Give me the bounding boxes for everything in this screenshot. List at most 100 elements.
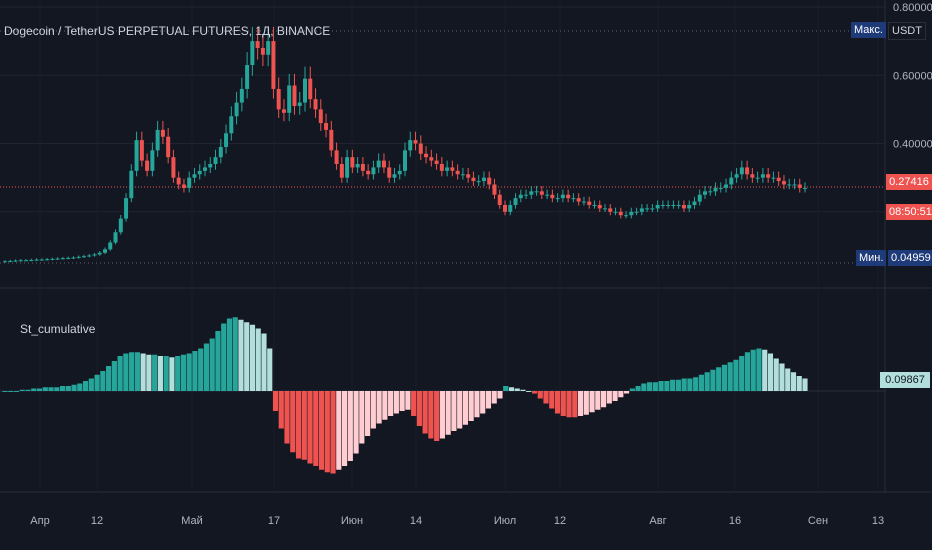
- histogram-bar: [491, 391, 497, 404]
- histogram-bar: [307, 391, 313, 464]
- histogram-bar: [180, 354, 186, 391]
- histogram-bar: [365, 391, 371, 436]
- histogram-bar: [595, 391, 601, 410]
- candle-body: [734, 174, 739, 178]
- histogram-bar: [341, 391, 348, 466]
- candle-body: [50, 258, 55, 260]
- histogram-bar: [382, 391, 388, 420]
- candle-body: [760, 174, 765, 178]
- histogram-bar: [59, 386, 66, 391]
- histogram-bar: [65, 386, 71, 391]
- histogram-bar: [480, 391, 486, 414]
- histogram-bar: [641, 383, 647, 391]
- time-tick-label: Июл: [494, 515, 516, 527]
- candle-body: [787, 184, 792, 186]
- candle-body: [129, 170, 134, 199]
- candle-body: [103, 249, 107, 253]
- candle-body: [276, 88, 281, 110]
- candle-body: [597, 204, 602, 209]
- histogram-bar: [13, 391, 20, 392]
- time-tick-label: 16: [729, 515, 741, 527]
- candle-body: [555, 198, 560, 200]
- histogram-bar: [670, 379, 676, 391]
- candle-body: [145, 160, 150, 171]
- histogram-bar: [31, 388, 37, 391]
- histogram-bar: [19, 389, 25, 391]
- histogram-bar: [600, 391, 607, 408]
- max-badge: Макс.: [851, 22, 886, 38]
- histogram-bar: [589, 391, 595, 413]
- candle-body: [539, 191, 544, 195]
- candle-body: [81, 256, 86, 258]
- time-tick-label: Май: [181, 515, 203, 527]
- histogram-bar: [336, 391, 342, 470]
- histogram-bar: [123, 353, 129, 391]
- histogram-bar: [554, 391, 561, 414]
- candle-body: [581, 201, 586, 203]
- histogram-bar: [710, 369, 716, 391]
- histogram-bar: [324, 391, 330, 473]
- histogram-bar: [295, 391, 302, 459]
- histogram-bar: [721, 364, 728, 391]
- candle-body: [92, 254, 97, 256]
- histogram-bar: [353, 391, 359, 454]
- candle-body: [339, 164, 344, 178]
- histogram-bar: [146, 354, 152, 391]
- candle-body: [439, 164, 444, 171]
- histogram-bar: [347, 391, 353, 461]
- candle-body: [745, 167, 750, 175]
- candle-body: [697, 194, 702, 202]
- candle-body: [534, 191, 539, 193]
- histogram-bar: [531, 391, 538, 394]
- histogram-bar: [175, 356, 181, 391]
- time-tick-label: 13: [872, 515, 884, 527]
- histogram-bar: [572, 391, 578, 418]
- candle-body: [524, 194, 529, 196]
- candle-body: [481, 177, 486, 182]
- candle-body: [403, 150, 407, 171]
- candle-body: [650, 208, 655, 210]
- candle-body: [718, 187, 723, 189]
- candle-body: [497, 194, 502, 205]
- candle-body: [150, 150, 155, 171]
- histogram-bar: [526, 391, 532, 392]
- candle-body: [576, 198, 581, 202]
- histogram-bar: [549, 391, 555, 409]
- histogram-bar: [111, 361, 117, 391]
- candle-body: [171, 157, 176, 178]
- histogram-bar: [681, 378, 687, 391]
- histogram-bar: [42, 387, 48, 391]
- candle-body: [24, 260, 29, 262]
- time-tick-label: Сен: [808, 515, 828, 527]
- time-tick-label: Апр: [30, 515, 49, 527]
- candle-body: [160, 129, 165, 137]
- histogram-bar: [474, 391, 480, 418]
- candle-body: [197, 170, 202, 175]
- price-tick-label: 0.40000: [893, 139, 932, 151]
- candle-body: [418, 143, 423, 154]
- indicator-title: St_cumulative: [20, 322, 96, 336]
- candle-body: [176, 177, 181, 185]
- histogram-bar: [370, 391, 376, 429]
- candle-body: [76, 256, 81, 258]
- candle-body: [792, 184, 797, 186]
- histogram-bar: [393, 391, 399, 414]
- histogram-bar: [790, 372, 797, 391]
- histogram-bar: [514, 388, 520, 391]
- histogram-bar: [209, 338, 215, 391]
- histogram-bar: [796, 376, 802, 391]
- candle-body: [471, 177, 476, 182]
- histogram-bar: [434, 391, 440, 441]
- histogram-bar: [134, 352, 140, 391]
- histogram-bar: [618, 391, 624, 398]
- candle-body: [618, 211, 623, 216]
- candle-body: [234, 102, 239, 117]
- candle-body: [45, 259, 50, 261]
- candle-body: [213, 157, 218, 165]
- histogram-bar: [693, 377, 699, 391]
- histogram-bar: [88, 378, 94, 391]
- histogram-bar: [727, 362, 733, 391]
- histogram-bar: [497, 391, 503, 399]
